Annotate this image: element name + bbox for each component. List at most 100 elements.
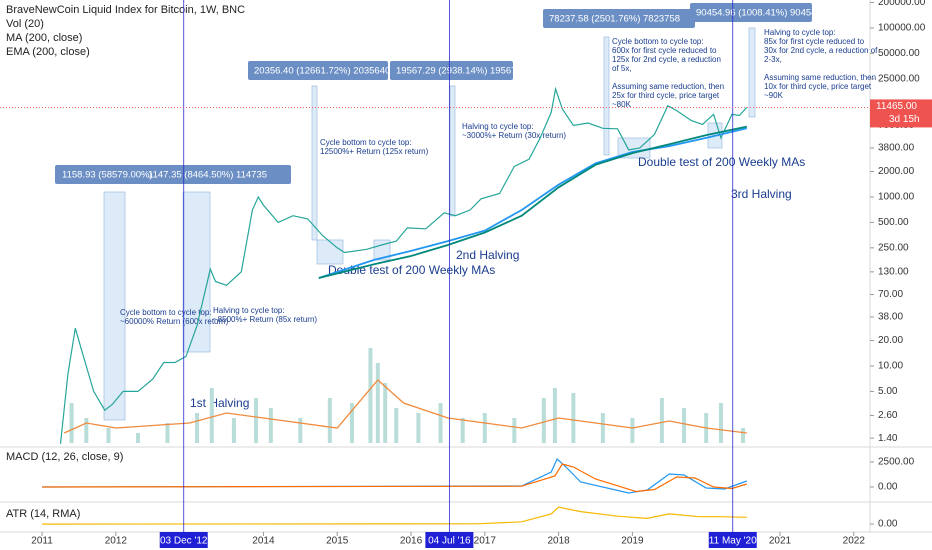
note: Halving to cycle top: ~8500%+ Return (85x…	[213, 306, 317, 324]
last-price-tag	[870, 99, 932, 128]
x-tick-label: 2011	[31, 536, 53, 547]
volume-bar	[165, 423, 170, 443]
volume-bar	[571, 393, 576, 443]
y-tick-label: 2.60	[878, 410, 898, 421]
note-line: ~3000%+ Return (30x return)	[462, 131, 566, 140]
volume-bar	[268, 408, 273, 443]
title: BraveNewCoin Liquid Index for Bitcoin, 1…	[6, 4, 245, 16]
y-tick-label: 500.00	[878, 217, 909, 228]
volume-bar	[438, 403, 443, 443]
volume-bar	[69, 403, 74, 443]
y-tick-label: 2500.00	[878, 457, 915, 468]
note-line: Halving to cycle top:	[764, 28, 836, 37]
label: Double test of 200 Weekly MAs	[638, 155, 805, 169]
series-line	[318, 127, 748, 279]
volume-bar	[460, 418, 465, 443]
label: 1st Halving	[190, 396, 249, 410]
y-tick-label: 100000.00	[878, 23, 926, 34]
note: Halving to cycle top: 85x for first cycle…	[764, 28, 878, 100]
series-line	[318, 125, 747, 279]
note: Halving to cycle top: ~3000%+ Return (30x…	[462, 122, 566, 140]
countdown: 3d 15h	[889, 114, 920, 125]
y-tick-label: 0.00	[878, 519, 898, 530]
volume-bar	[541, 398, 546, 443]
volume-bar	[659, 398, 664, 443]
label: 3rd Halving	[731, 187, 792, 201]
volume-bar	[718, 403, 723, 443]
y-tick-label: 50000.00	[878, 48, 920, 59]
volume-bar	[84, 418, 89, 443]
y-tick-label: 10.00	[878, 361, 903, 372]
pane-title: ATR (14, RMA)	[6, 508, 80, 520]
x-tick-label: 2017	[474, 536, 497, 547]
note: Cycle bottom to cycle top: ~60000% Return…	[120, 308, 229, 326]
volume-bar	[231, 418, 236, 443]
measure-text: 90454.96 (1008.41%) 9045496	[696, 8, 827, 19]
note-line: 25x for third cycle, price target	[612, 91, 720, 100]
y-tick-label: 3800.00	[878, 143, 915, 154]
note-line: Cycle bottom to cycle top:	[612, 37, 704, 46]
last-price-label: 11465.00	[876, 101, 917, 112]
measure-text: 20356.40 (12661.72%) 2035640	[254, 66, 390, 77]
note-line: Assuming same reduction, then	[764, 73, 876, 82]
volume-bar	[394, 408, 399, 443]
halving-label: 11 May '20	[709, 536, 757, 547]
note-line: Assuming same reduction, then	[612, 82, 724, 91]
indicator: Vol (20)	[6, 18, 44, 30]
x-tick-label: 2012	[105, 536, 128, 547]
volume-bar	[512, 418, 517, 443]
y-tick-label: 0.00	[878, 482, 898, 493]
note-line: 85x for first cycle reduced to	[764, 37, 865, 46]
x-tick-label: 2014	[252, 536, 275, 547]
halving-tag	[708, 532, 757, 548]
note-line: Cycle bottom to cycle top:	[120, 308, 212, 317]
halving-tag	[425, 532, 474, 548]
x-tick-label: 2021	[769, 536, 792, 547]
halving-label: 04 Jul '16	[428, 536, 471, 547]
y-tick-label: 20.00	[878, 335, 903, 346]
note-line: 600x for first cycle reduced to	[612, 46, 717, 55]
volume-bar	[682, 408, 687, 443]
series-line	[42, 458, 748, 494]
x-tick-label: 2015	[326, 536, 349, 547]
volume-bar	[383, 383, 388, 443]
note-line: ~90K	[764, 91, 784, 100]
note-line: Halving to cycle top:	[213, 306, 285, 315]
volume-ma	[63, 379, 747, 434]
halving-label: 03 Dec '12	[160, 536, 208, 547]
indicator: EMA (200, close)	[6, 46, 90, 58]
note-line: 30x for 2nd cycle, a reduction of	[764, 46, 878, 55]
volume-bar	[254, 398, 259, 443]
y-tick-label: 5.00	[878, 386, 898, 397]
volume-bar	[741, 428, 746, 443]
note-line: of 5x,	[612, 64, 632, 73]
y-tick-label: 1000.00	[878, 192, 915, 203]
note-line: 12500%+ Return (125x return)	[320, 147, 429, 156]
y-tick-label: 200000.00	[878, 0, 926, 8]
measure-text: 1147.35 (8464.50%) 114735	[148, 170, 267, 181]
volume-bar	[327, 398, 332, 443]
measure-text: 19567.29 (2938.14%) 1956729	[396, 66, 527, 77]
measure-text: 1158.93 (58579.00%)	[62, 170, 153, 181]
x-tick-label: 2016	[400, 536, 423, 547]
volume-bar	[482, 413, 487, 443]
note-line: Halving to cycle top:	[462, 122, 534, 131]
note: Cycle bottom to cycle top: 600x for first…	[612, 37, 724, 109]
y-tick-label: 70.00	[878, 289, 903, 300]
volume-bar	[368, 348, 373, 443]
volume-bar	[630, 418, 635, 443]
series-line	[42, 506, 747, 525]
note-line: ~80K	[612, 100, 632, 109]
y-tick-label: 2000.00	[878, 166, 915, 177]
y-tick-label: 1.40	[878, 433, 898, 444]
y-tick-label: 250.00	[878, 242, 909, 253]
x-tick-label: 2019	[621, 536, 644, 547]
label: 2nd Halving	[456, 248, 519, 262]
volume-bar	[106, 428, 111, 443]
label: Double test of 200 Weekly MAs	[328, 263, 495, 277]
x-tick-label: 2022	[843, 536, 866, 547]
y-tick-label: 25000.00	[878, 73, 920, 84]
measure-text: 78237.58 (2501.76%) 7823758	[549, 14, 680, 25]
note-line: 125x for 2nd cycle, a reduction	[612, 55, 721, 64]
